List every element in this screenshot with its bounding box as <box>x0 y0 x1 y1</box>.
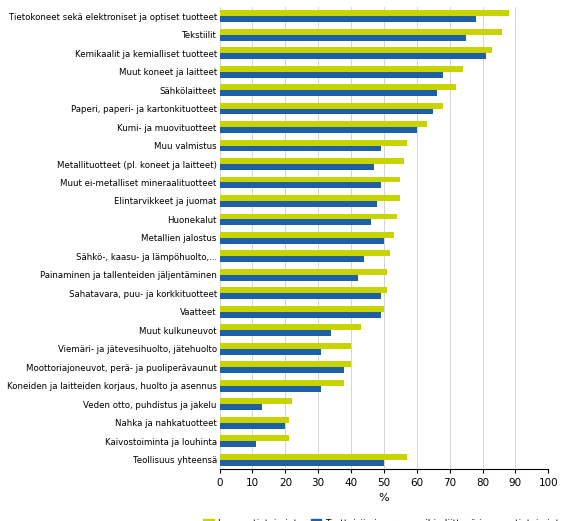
Bar <box>220 256 364 262</box>
Bar <box>220 29 502 35</box>
Bar <box>220 367 345 373</box>
Bar <box>220 177 401 182</box>
Bar <box>220 158 403 164</box>
Bar <box>220 219 371 226</box>
Bar <box>220 103 443 108</box>
Bar <box>220 35 466 41</box>
Bar <box>220 214 397 219</box>
Bar <box>220 66 463 71</box>
Bar <box>220 182 381 189</box>
Bar <box>220 349 321 355</box>
Bar <box>220 164 374 170</box>
Legend: Innovaatiotoiminta, Tuotteisiin ja prosesseihin liittyvä innovaatiotoiminta: Innovaatiotoiminta, Tuotteisiin ja prose… <box>199 515 565 521</box>
Bar <box>220 232 394 238</box>
Bar <box>220 251 390 256</box>
Bar <box>220 121 427 127</box>
Bar <box>220 417 289 423</box>
Bar <box>220 16 476 22</box>
Bar <box>220 404 262 410</box>
Bar <box>220 127 417 133</box>
Bar <box>220 343 351 349</box>
Bar <box>220 423 285 429</box>
Bar <box>220 306 384 312</box>
Bar <box>220 47 492 53</box>
X-axis label: %: % <box>379 493 389 503</box>
Bar <box>220 288 387 293</box>
Bar <box>220 84 456 90</box>
Bar <box>220 238 384 244</box>
Bar <box>220 399 292 404</box>
Bar <box>220 269 387 275</box>
Bar <box>220 10 509 16</box>
Bar <box>220 386 321 392</box>
Bar <box>220 140 407 145</box>
Bar <box>220 201 377 207</box>
Bar <box>220 454 407 460</box>
Bar <box>220 460 384 466</box>
Bar <box>220 71 443 78</box>
Bar <box>220 435 289 441</box>
Bar <box>220 330 331 336</box>
Bar <box>220 441 256 447</box>
Bar <box>220 325 361 330</box>
Bar <box>220 293 381 299</box>
Bar <box>220 362 351 367</box>
Bar <box>220 108 433 115</box>
Bar <box>220 195 401 201</box>
Bar <box>220 312 381 318</box>
Bar <box>220 380 345 386</box>
Bar <box>220 90 437 96</box>
Bar <box>220 145 381 152</box>
Bar <box>220 53 486 59</box>
Bar <box>220 275 358 281</box>
